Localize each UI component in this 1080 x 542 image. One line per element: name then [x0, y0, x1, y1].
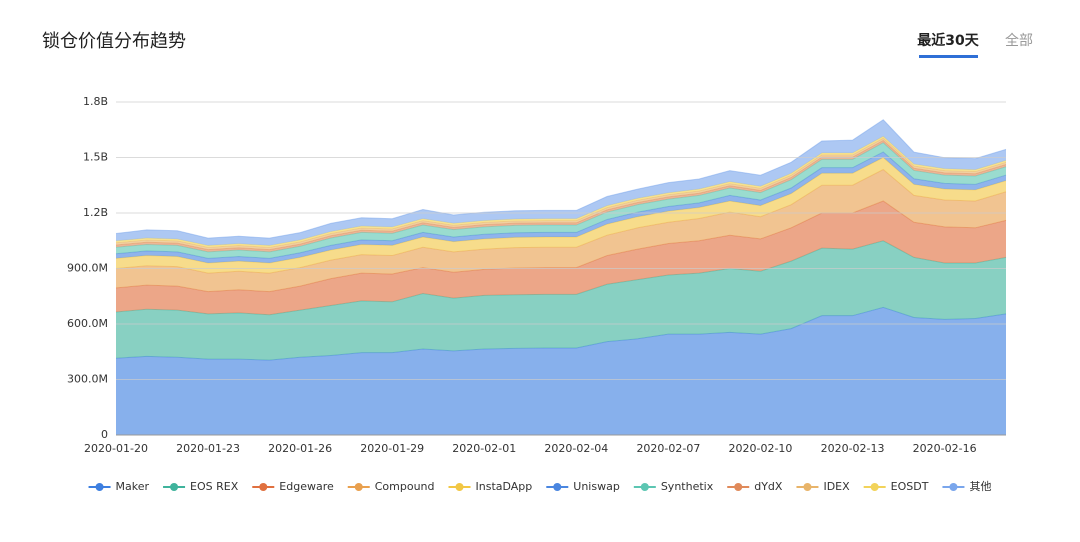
x-tick-label: 2020-01-20: [84, 442, 148, 455]
legend-label: 其他: [969, 480, 991, 493]
area-edge: [115, 119, 1007, 239]
area: [116, 240, 1006, 361]
legend-label: Edgeware: [279, 480, 334, 493]
y-tick-label: 300.0M: [67, 373, 108, 386]
area: [116, 169, 1006, 292]
x-tick-label: 2020-01-26: [268, 442, 332, 455]
x-tick-label: 2020-02-07: [636, 442, 700, 455]
legend-marker: [553, 483, 562, 491]
legend-label: IDEX: [823, 480, 850, 493]
x-tick-label: 2020-01-29: [360, 442, 424, 455]
legend-label: Compound: [375, 480, 435, 493]
x-tick-label: 2020-02-13: [821, 442, 885, 455]
legend-marker: [734, 483, 743, 491]
x-tick-label: 2020-02-01: [452, 442, 516, 455]
legend: Maker EOS REX Edgeware Compound InstaDApp Uni…: [88, 480, 991, 493]
tab-underline: [919, 55, 978, 58]
legend-marker: [354, 483, 363, 491]
legend-label: EOS REX: [190, 480, 239, 493]
x-tick-label: 2020-02-16: [913, 442, 977, 455]
legend-marker: [95, 483, 104, 491]
legend-label: Uniswap: [573, 480, 620, 493]
legend-label: Synthetix: [661, 480, 714, 493]
y-tick-label: 0: [101, 428, 108, 441]
legend-marker: [803, 483, 812, 491]
tab-active[interactable]: 最近30天: [917, 32, 979, 49]
legend-marker: [259, 483, 268, 491]
x-tick-label: 2020-02-04: [544, 442, 608, 455]
page-title: 锁仓价值分布趋势: [42, 31, 186, 52]
legend-marker: [640, 483, 649, 491]
y-tick-label: 1.2B: [83, 206, 108, 219]
legend-label: EOSDT: [891, 480, 929, 493]
x-tick-label: 2020-02-10: [729, 442, 793, 455]
y-tick-label: 1.5B: [83, 151, 108, 164]
legend-marker: [170, 483, 179, 491]
legend-marker: [949, 483, 958, 491]
legend-marker: [870, 483, 879, 491]
legend-label: dYdX: [754, 480, 783, 493]
legend-label: InstaDApp: [476, 480, 533, 493]
area: [116, 200, 1006, 315]
y-tick-label: 600.0M: [67, 317, 108, 330]
x-tick-label: 2020-01-23: [176, 442, 240, 455]
legend-label: Maker: [116, 480, 150, 493]
area: [116, 307, 1006, 435]
y-tick-label: 900.0M: [67, 262, 108, 275]
y-tick-label: 1.8B: [83, 95, 108, 108]
legend-marker: [455, 483, 464, 491]
tab[interactable]: 全部: [1005, 32, 1033, 49]
